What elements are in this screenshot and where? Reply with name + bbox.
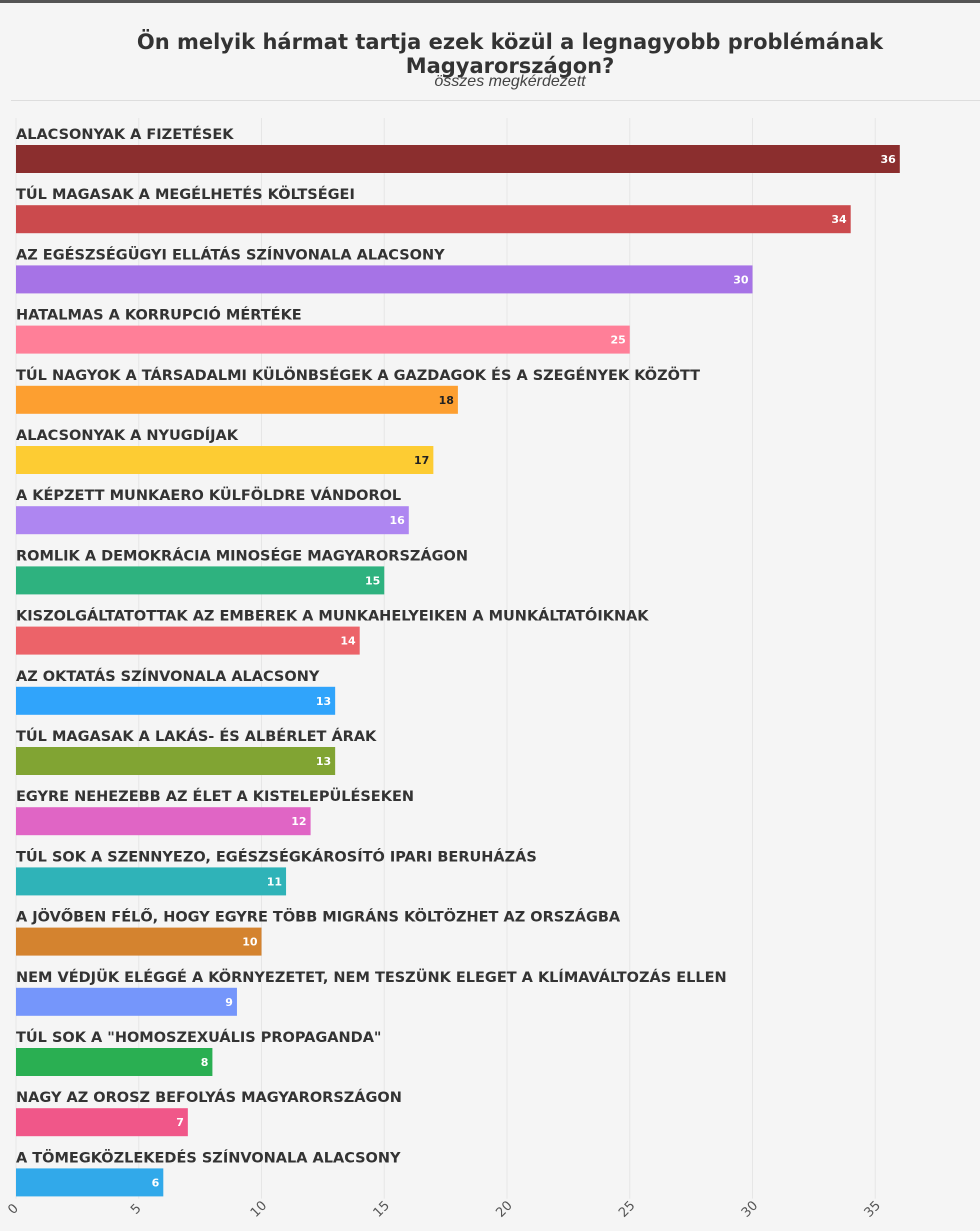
bar	[16, 325, 630, 354]
header-divider	[11, 100, 980, 101]
category-label: A KÉPZETT MUNKAERO KÜLFÖLDRE VÁNDOROL	[16, 486, 401, 504]
category-label: AZ OKTATÁS SZÍNVONALA ALACSONY	[16, 668, 320, 685]
bar	[16, 987, 237, 1016]
bar	[16, 686, 336, 715]
bar	[16, 506, 409, 535]
category-label: TÚL NAGYOK A TÁRSADALMI KÜLÖNBSÉGEK A GA…	[16, 366, 700, 384]
category-label: TÚL SOK A "HOMOSZEXUÁLIS PROPAGANDA"	[16, 1028, 381, 1046]
x-tick-label: 35	[862, 1198, 884, 1220]
chart-subtitle: összes megkérdezett	[434, 73, 586, 90]
category-label: HATALMAS A KORRUPCIÓ MÉRTÉKE	[16, 306, 302, 324]
category-label: TÚL SOK A SZENNYEZO, EGÉSZSÉGKÁROSÍTÓ IP…	[16, 847, 537, 865]
x-tick-label: 20	[493, 1198, 515, 1220]
chart-title: Ön melyik hármat tartja ezek közül a leg…	[136, 30, 884, 78]
value-label: 13	[316, 755, 331, 768]
bar	[16, 205, 851, 234]
bar	[16, 566, 385, 595]
bar	[16, 1168, 164, 1197]
value-label: 10	[242, 936, 258, 949]
value-label: 25	[610, 334, 625, 347]
bar	[16, 1108, 188, 1137]
category-label: TÚL MAGASAK A LAKÁS- ÉS ALBÉRLET ÁRAK	[16, 727, 377, 745]
category-label: ALACSONYAK A FIZETÉSEK	[16, 126, 234, 143]
x-tick-label: 5	[128, 1201, 144, 1217]
value-label: 14	[340, 635, 356, 648]
value-label: 9	[225, 996, 233, 1009]
x-tick-label: 0	[5, 1201, 21, 1217]
category-label: A TÖMEGKÖZLEKEDÉS SZÍNVONALA ALACSONY	[16, 1148, 401, 1166]
category-label: A JÖVŐBEN FÉLŐ, HOGY EGYRE TÖBB MIGRÁNS …	[16, 908, 621, 926]
value-label: 11	[267, 875, 282, 888]
x-tick-label: 10	[248, 1198, 270, 1220]
x-tick-label: 15	[371, 1198, 393, 1220]
category-label: NEM VÉDJÜK ELÉGGÉ A KÖRNYEZETET, NEM TES…	[16, 968, 727, 986]
category-label: NAGY AZ OROSZ BEFOLYÁS MAGYARORSZÁGON	[16, 1089, 402, 1106]
value-label: 34	[831, 213, 847, 226]
x-tick-label: 25	[616, 1198, 638, 1220]
bar	[16, 385, 458, 414]
value-label: 36	[880, 153, 896, 166]
bar	[16, 265, 753, 294]
value-label: 6	[152, 1176, 160, 1189]
category-label: ROMLIK A DEMOKRÁCIA MINOSÉGE MAGYARORSZÁ…	[16, 547, 468, 564]
bar	[16, 1048, 213, 1076]
value-label: 15	[365, 574, 380, 587]
category-label: TÚL MAGASAK A MEGÉLHETÉS KÖLTSÉGEI	[16, 185, 355, 203]
x-tick-label: 30	[739, 1198, 761, 1220]
value-label: 16	[389, 514, 405, 527]
bar	[16, 626, 360, 655]
value-label: 13	[316, 695, 331, 708]
bar	[16, 927, 262, 956]
value-label: 17	[414, 454, 429, 467]
bar	[16, 747, 336, 775]
bar	[16, 145, 900, 173]
category-label: EGYRE NEHEZEBB AZ ÉLET A KISTELEPÜLÉSEKE…	[16, 787, 414, 805]
bar	[16, 867, 287, 896]
category-label: AZ EGÉSZSÉGÜGYI ELLÁTÁS SZÍNVONALA ALACS…	[16, 245, 445, 263]
value-label: 8	[201, 1056, 209, 1069]
bar	[16, 446, 434, 474]
value-label: 7	[176, 1116, 184, 1129]
top-border	[0, 0, 980, 3]
value-label: 30	[733, 273, 749, 286]
category-label: KISZOLGÁLTATOTTAK AZ EMBEREK A MUNKAHELY…	[16, 607, 649, 625]
value-label: 18	[439, 394, 454, 407]
value-label: 12	[291, 815, 306, 828]
bar	[16, 807, 311, 836]
category-label: ALACSONYAK A NYUGDÍJAK	[16, 427, 239, 444]
